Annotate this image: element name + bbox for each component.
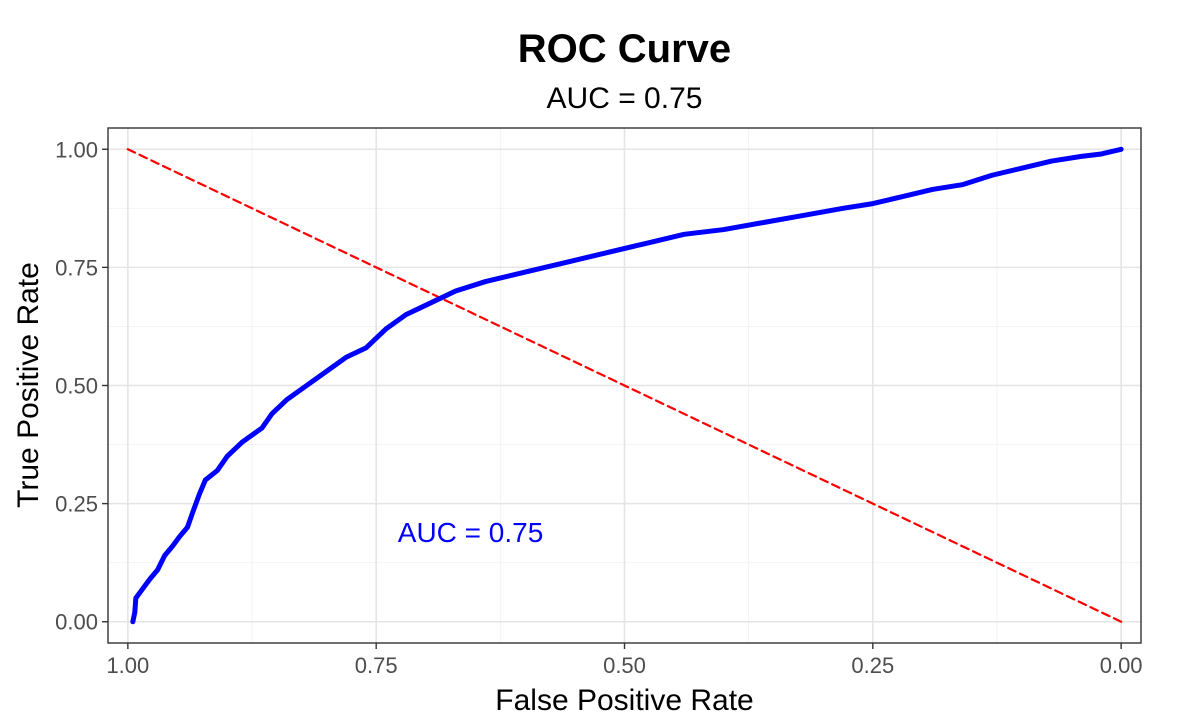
y-tick-label: 0.25 [55, 492, 98, 517]
x-tick-label: 0.50 [603, 653, 646, 678]
x-axis-label: False Positive Rate [495, 684, 753, 717]
roc-curve-line [130, 146, 1124, 625]
y-tick-label: 0.00 [55, 610, 98, 635]
chart-title: ROC Curve [518, 27, 731, 71]
chart-subtitle: AUC = 0.75 [547, 82, 703, 115]
y-tick-label: 0.75 [55, 255, 98, 280]
y-tick-label: 0.50 [55, 374, 98, 399]
reference-diagonal-line [126, 148, 1123, 623]
grid-lines [108, 128, 1141, 643]
x-tick-label: 1.00 [106, 653, 149, 678]
y-axis-label: True Positive Rate [12, 262, 45, 508]
auc-annotation: AUC = 0.75 [398, 517, 544, 548]
plot-data [126, 146, 1124, 625]
axes: 1.00 0.75 0.50 0.25 0.00 0.00 0.25 0.50 0.75 1.00… [55, 137, 1142, 678]
x-tick-label: 0.00 [1100, 653, 1143, 678]
x-tick-label: 0.75 [355, 653, 398, 678]
x-tick-label: 0.25 [851, 653, 894, 678]
y-tick-label: 1.00 [55, 137, 98, 162]
